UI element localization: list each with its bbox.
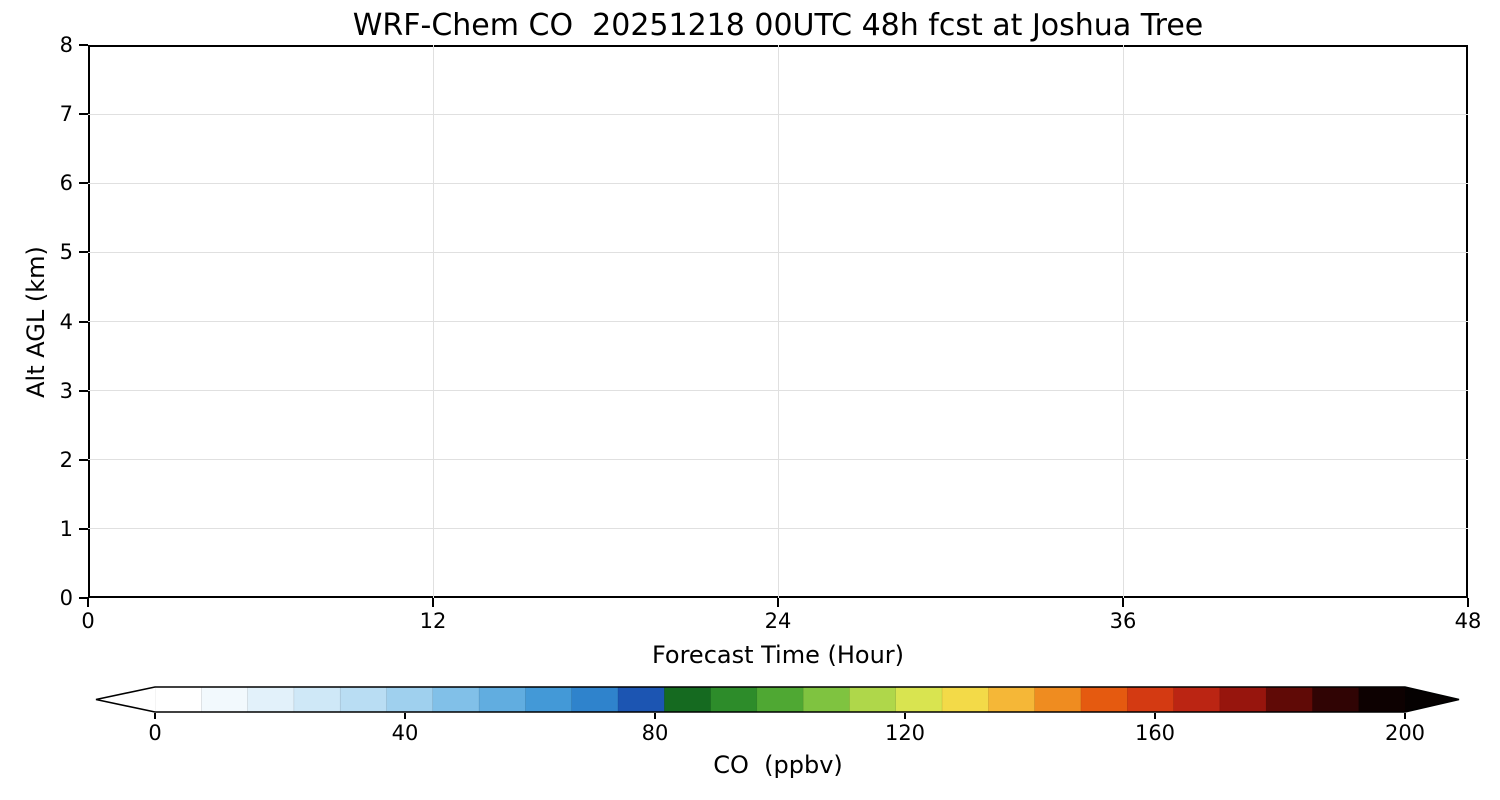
y-tick-label: 4 — [59, 309, 73, 334]
y-tick-mark — [79, 389, 88, 392]
colorbar-segment — [1358, 686, 1406, 713]
y-tick-mark — [79, 113, 88, 116]
chart-title: WRF-Chem CO 20251218 00UTC 48h fcst at J… — [352, 8, 1204, 43]
colorbar-segment — [710, 686, 758, 713]
colorbar-tick-mark — [904, 713, 906, 719]
colorbar-tick-mark — [1404, 713, 1406, 719]
colorbar-tick-mark — [1154, 713, 1156, 719]
colorbar-outline — [95, 686, 1460, 713]
y-tick-label: 6 — [59, 171, 73, 196]
x-gridline — [777, 45, 779, 598]
colorbar-segment — [339, 686, 388, 713]
colorbar-tick-mark — [654, 713, 656, 719]
colorbar-segment — [895, 686, 943, 713]
colorbar-segment — [293, 686, 341, 713]
colorbar-segment — [617, 686, 665, 713]
colorbar-segment — [664, 686, 712, 713]
x-tick-mark — [87, 598, 89, 607]
colorbar-tick-label: 80 — [641, 721, 669, 745]
colorbar-segment — [571, 686, 619, 713]
x-tick-label: 36 — [1109, 609, 1137, 633]
colorbar-segment — [525, 686, 573, 713]
x-tick-label: 48 — [1454, 609, 1482, 633]
colorbar-tick-mark — [404, 713, 406, 719]
y-tick-mark — [79, 597, 88, 599]
colorbar-segment — [1080, 686, 1128, 713]
colorbar-tick-label: 200 — [1384, 721, 1426, 745]
colorbar-segment — [1312, 686, 1360, 713]
y-tick-mark — [79, 44, 88, 46]
x-tick-mark — [1467, 598, 1469, 607]
colorbar-right-arrow — [1405, 687, 1459, 712]
x-tick-mark — [1122, 598, 1124, 607]
colorbar-segment — [154, 686, 202, 713]
colorbar-label: CO (ppbv) — [713, 751, 843, 779]
colorbar-segment — [1126, 686, 1175, 713]
colorbar-segment — [756, 686, 804, 713]
colorbar-segment — [1219, 686, 1267, 713]
colorbar-segment — [941, 686, 989, 713]
colorbar-segment — [1034, 686, 1082, 713]
y-tick-label: 7 — [59, 102, 73, 127]
colorbar-tick-label: 40 — [391, 721, 419, 745]
colorbar-segment — [386, 686, 434, 713]
y-tick-mark — [79, 182, 88, 185]
x-tick-label: 0 — [81, 609, 95, 633]
y-tick-label: 8 — [59, 33, 73, 57]
colorbar-tick-label: 160 — [1134, 721, 1176, 745]
colorbar-segment — [478, 686, 527, 713]
y-tick-label: 5 — [59, 240, 73, 265]
x-tick-mark — [777, 598, 779, 607]
x-gridline — [432, 45, 434, 598]
colorbar-segment — [1173, 686, 1221, 713]
colorbar — [95, 686, 1460, 713]
x-tick-label: 12 — [419, 609, 447, 633]
colorbar-segment — [432, 686, 480, 713]
colorbar-tick-label: 120 — [884, 721, 926, 745]
x-tick-label: 24 — [764, 609, 792, 633]
colorbar-segment — [849, 686, 897, 713]
x-axis-label: Forecast Time (Hour) — [651, 641, 905, 669]
y-tick-label: 3 — [59, 378, 73, 403]
x-gridline — [1122, 45, 1124, 598]
y-tick-mark — [79, 527, 88, 530]
y-tick-mark — [79, 458, 88, 461]
y-tick-mark — [79, 251, 88, 254]
colorbar-left-arrow — [96, 687, 155, 712]
colorbar-segment — [1265, 686, 1314, 713]
colorbar-segment — [247, 686, 295, 713]
y-tick-label: 0 — [59, 586, 73, 610]
y-tick-label: 2 — [59, 447, 73, 472]
colorbar-tick-mark — [154, 713, 156, 719]
colorbar-segment — [988, 686, 1036, 713]
colorbar-tick-label: 0 — [148, 721, 162, 745]
x-tick-mark — [432, 598, 434, 607]
y-tick-label: 1 — [59, 516, 73, 541]
colorbar-segment — [802, 686, 851, 713]
y-tick-mark — [79, 320, 88, 323]
colorbar-segment — [201, 686, 249, 713]
